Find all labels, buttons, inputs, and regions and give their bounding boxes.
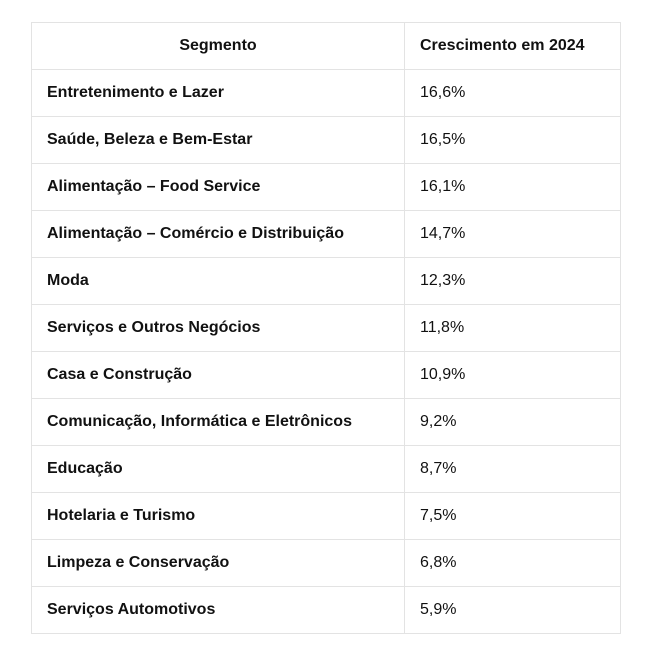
growth-cell: 8,7% — [404, 445, 621, 493]
table-row: Alimentação – Food Service 16,1% — [31, 163, 621, 211]
table-row: Educação 8,7% — [31, 445, 621, 493]
growth-cell: 14,7% — [404, 210, 621, 258]
growth-cell: 12,3% — [404, 257, 621, 305]
segment-cell: Alimentação – Food Service — [31, 163, 405, 211]
header-row: Segmento Crescimento em 2024 — [31, 22, 621, 70]
segment-cell: Alimentação – Comércio e Distribuição — [31, 210, 405, 258]
segment-cell: Comunicação, Informática e Eletrônicos — [31, 398, 405, 446]
table-row: Saúde, Beleza e Bem-Estar 16,5% — [31, 116, 621, 164]
header-growth: Crescimento em 2024 — [404, 22, 621, 70]
growth-cell: 16,1% — [404, 163, 621, 211]
table-row: Entretenimento e Lazer 16,6% — [31, 69, 621, 117]
segment-cell: Educação — [31, 445, 405, 493]
growth-cell: 5,9% — [404, 586, 621, 634]
table-row: Comunicação, Informática e Eletrônicos 9… — [31, 398, 621, 446]
segment-cell: Hotelaria e Turismo — [31, 492, 405, 540]
growth-cell: 11,8% — [404, 304, 621, 352]
growth-cell: 10,9% — [404, 351, 621, 399]
growth-cell: 6,8% — [404, 539, 621, 587]
table-row: Hotelaria e Turismo 7,5% — [31, 492, 621, 540]
segment-cell: Casa e Construção — [31, 351, 405, 399]
table-row: Limpeza e Conservação 6,8% — [31, 539, 621, 587]
table-row: Serviços e Outros Negócios 11,8% — [31, 304, 621, 352]
segment-cell: Saúde, Beleza e Bem-Estar — [31, 116, 405, 164]
table-row: Moda 12,3% — [31, 257, 621, 305]
table-row: Serviços Automotivos 5,9% — [31, 586, 621, 634]
segment-growth-table: Segmento Crescimento em 2024 Entretenime… — [31, 22, 621, 634]
growth-cell: 7,5% — [404, 492, 621, 540]
segment-cell: Limpeza e Conservação — [31, 539, 405, 587]
segment-cell: Serviços Automotivos — [31, 586, 405, 634]
growth-cell: 16,6% — [404, 69, 621, 117]
table-header: Segmento Crescimento em 2024 — [31, 22, 621, 70]
table-row: Alimentação – Comércio e Distribuição 14… — [31, 210, 621, 258]
segment-cell: Serviços e Outros Negócios — [31, 304, 405, 352]
table-row: Casa e Construção 10,9% — [31, 351, 621, 399]
segment-cell: Entretenimento e Lazer — [31, 69, 405, 117]
table-body: Entretenimento e Lazer 16,6% Saúde, Bele… — [31, 69, 621, 634]
header-segment: Segmento — [31, 22, 405, 70]
segment-cell: Moda — [31, 257, 405, 305]
growth-cell: 9,2% — [404, 398, 621, 446]
growth-cell: 16,5% — [404, 116, 621, 164]
